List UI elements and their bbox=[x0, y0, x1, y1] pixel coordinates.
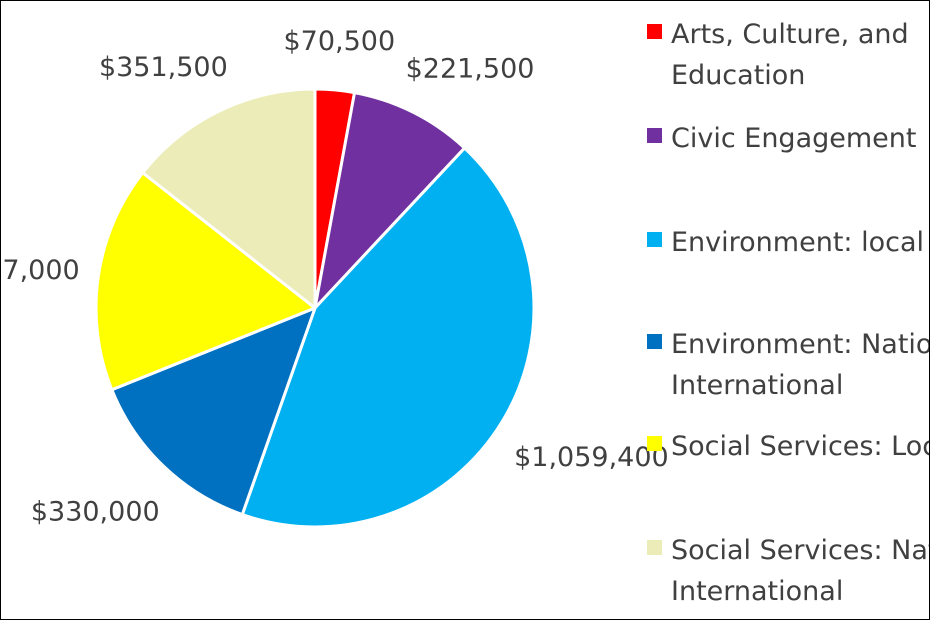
pie-slice-social-services-national-international bbox=[141, 87, 317, 310]
legend-label-environment-national-international: Environment: National bbox=[671, 329, 930, 360]
legend-swatch-arts-culture-and-education bbox=[647, 24, 662, 39]
legend-label-arts-culture-and-education: Arts, Culture, and bbox=[671, 19, 909, 50]
legend-swatch-social-services-local bbox=[647, 436, 662, 451]
legend: Arts, Culture, and Education Civic Engagem… bbox=[647, 19, 930, 607]
pie-slice-environment-national-international bbox=[110, 306, 317, 517]
legend-swatch-environment-local bbox=[647, 232, 662, 247]
legend-label-social-services-national-international-line-2: International bbox=[671, 576, 843, 607]
legend-item-social-services-local: Social Services: Local bbox=[647, 431, 930, 462]
data-labels: $70,500 $221,500 $1,059,400 $330,000 $407,00… bbox=[1, 26, 669, 527]
pie-slice-civic-engagement bbox=[313, 91, 467, 310]
legend-label-arts-culture-and-education-line-2: Education bbox=[671, 60, 805, 91]
legend-item-social-services-national-international: Social Services: National International bbox=[647, 535, 930, 607]
data-label-social-services-national-international: $351,500 bbox=[99, 52, 228, 83]
legend-item-arts-culture-and-education: Arts, Culture, and Education bbox=[647, 19, 909, 91]
legend-swatch-environment-national-international bbox=[647, 334, 662, 349]
pie-slice-environment-local bbox=[240, 146, 536, 529]
data-label-civic-engagement: $221,500 bbox=[406, 54, 535, 85]
data-label-social-services-local: $407,000 bbox=[1, 255, 80, 286]
pie-slice-social-services-local bbox=[94, 171, 317, 392]
legend-item-civic-engagement: Civic Engagement bbox=[647, 123, 916, 154]
legend-swatch-civic-engagement bbox=[647, 128, 662, 143]
legend-label-social-services-local: Social Services: Local bbox=[671, 431, 930, 462]
legend-label-civic-engagement: Civic Engagement bbox=[671, 123, 916, 154]
legend-label-social-services-national-international: Social Services: National bbox=[671, 535, 930, 566]
data-label-arts-culture-and-education: $70,500 bbox=[283, 26, 395, 57]
legend-label-environment-local: Environment: local bbox=[671, 227, 924, 258]
data-label-environment-local: $1,059,400 bbox=[514, 442, 669, 473]
legend-item-environment-national-international: Environment: National International bbox=[647, 329, 930, 401]
data-label-environment-national-international: $330,000 bbox=[31, 497, 160, 528]
legend-label-environment-national-international-line-2: International bbox=[671, 370, 843, 401]
pie-slices bbox=[94, 87, 536, 529]
legend-swatch-social-services-national-international bbox=[647, 540, 662, 555]
legend-item-environment-local: Environment: local bbox=[647, 227, 924, 258]
